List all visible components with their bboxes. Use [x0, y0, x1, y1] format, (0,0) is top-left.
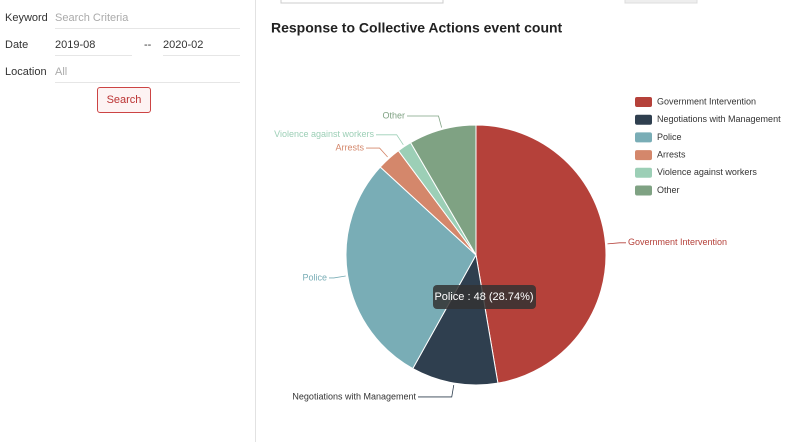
legend-label: Arrests: [657, 149, 686, 159]
location-label: Location: [5, 66, 47, 78]
search-button[interactable]: Search: [97, 87, 151, 113]
slice-label: Police: [302, 272, 327, 282]
keyword-input[interactable]: Search Criteria: [55, 8, 240, 29]
legend-label: Negotiations with Management: [657, 114, 781, 124]
leader-line: [607, 242, 626, 245]
date-from-input[interactable]: 2019-08: [55, 35, 132, 56]
pie-slice: [409, 124, 477, 257]
top-button[interactable]: [624, 0, 698, 4]
slice-label: Violence against workers: [274, 129, 374, 139]
keyword-label: Keyword: [5, 12, 48, 24]
legend-label: Violence against workers: [657, 167, 757, 177]
legend-swatch: [635, 150, 652, 161]
top-input[interactable]: [280, 0, 444, 4]
location-input[interactable]: All: [55, 62, 240, 83]
leader-line: [329, 275, 346, 279]
legend-label: Police: [657, 132, 682, 142]
slice-label: Other: [382, 110, 405, 120]
chart: Response to Collective Actions event cou…: [271, 0, 781, 401]
pie-slice: [345, 166, 477, 370]
leader-line: [407, 115, 443, 128]
slice-label: Arrests: [335, 142, 364, 152]
legend-swatch: [635, 167, 652, 178]
date-separator: --: [144, 39, 152, 51]
legend-swatch: [635, 185, 652, 196]
legend-swatch: [635, 132, 652, 143]
tooltip-box: [433, 285, 536, 309]
legend-label: Other: [657, 185, 680, 195]
leader-line: [418, 385, 455, 398]
date-to-input[interactable]: 2020-02: [163, 35, 240, 56]
legend-swatch: [635, 114, 652, 125]
legend-label: Government Intervention: [657, 96, 756, 106]
date-label: Date: [5, 39, 29, 51]
tooltip: Police : 48 (28.74%): [434, 291, 533, 303]
leader-line: [376, 134, 404, 146]
slice-label: Government Intervention: [628, 237, 727, 247]
filter-panel: Keyword Search Criteria Date 2019-08 -- …: [0, 0, 256, 442]
chart-title: Response to Collective Actions event cou…: [271, 20, 563, 36]
legend-swatch: [635, 97, 652, 107]
leader-line: [366, 147, 388, 158]
slice-label: Negotiations with Management: [292, 391, 416, 401]
pie-slice: [475, 124, 607, 384]
